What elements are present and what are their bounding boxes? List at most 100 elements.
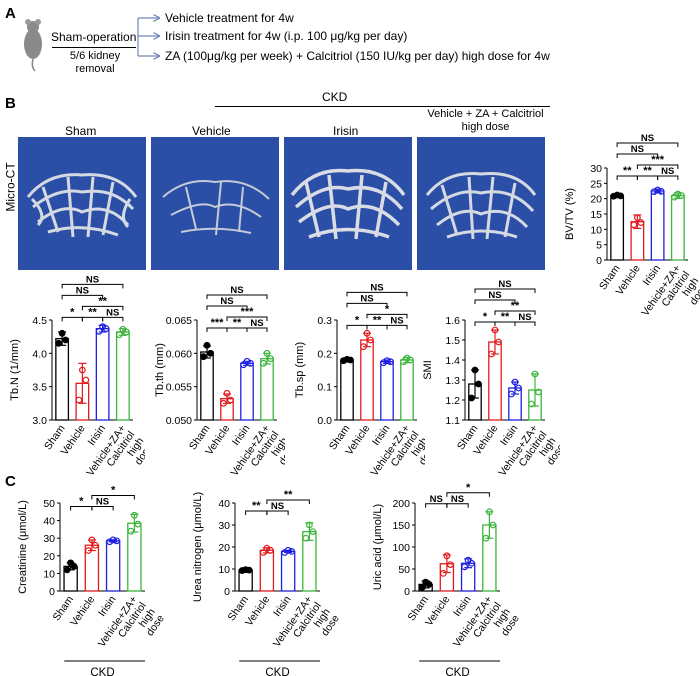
group-label: CKD (265, 667, 289, 676)
data-point (134, 520, 142, 528)
data-point (63, 566, 71, 574)
sig-bracket (657, 175, 679, 180)
y-axis-label: BV/TV (%) (564, 188, 576, 240)
sig-label: ** (233, 317, 242, 329)
sig-label: NS (518, 312, 531, 323)
chart-tbn: 3.03.54.04.5Tb.N (1/mm)ShamVehicleIrisin… (9, 275, 145, 478)
data-point (387, 358, 394, 366)
sig-label: NS (250, 318, 263, 329)
bar-vehicle (259, 549, 275, 592)
data-point (305, 521, 313, 529)
y-tick-label: 50 (43, 498, 55, 510)
data-point (360, 343, 367, 351)
y-tick-label: 50 (398, 564, 410, 576)
y-axis-label: Tb.sp (mm) (294, 342, 306, 398)
data-point (425, 580, 433, 588)
y-tick-label: 10 (590, 224, 602, 236)
sig-bracket (616, 142, 679, 147)
microct-image-vehicle (151, 137, 279, 270)
y-tick-label: 3.0 (32, 415, 47, 427)
data-point (70, 562, 78, 570)
sig-bracket (266, 499, 310, 504)
data-point (535, 388, 542, 396)
data-point (403, 354, 411, 362)
y-tick-label: 1.6 (445, 315, 460, 327)
sig-label: *** (211, 317, 225, 329)
y-axis-label: Uric acid (μmol/L) (372, 504, 384, 590)
y-tick-label: 1.2 (445, 395, 460, 407)
data-point (109, 536, 117, 544)
sig-label: *** (241, 306, 255, 318)
y-tick-label: 5 (596, 240, 602, 252)
data-point (528, 400, 535, 408)
data-point (482, 534, 490, 542)
arrow-combo-label: ZA (100μg/kg per week) + Calcitriol (150… (165, 49, 550, 63)
y-tick-label: 0 (49, 586, 55, 598)
sig-bracket (616, 153, 659, 158)
data-point (55, 339, 63, 347)
bar-irisin (95, 328, 110, 421)
sig-label: ** (501, 311, 510, 323)
y-axis-label: SMI (422, 360, 434, 380)
data-point (78, 366, 86, 374)
bar-sham (340, 359, 354, 421)
data-point (113, 537, 121, 545)
sig-label: ** (88, 306, 97, 318)
data-point (130, 511, 138, 519)
sig-bracket (61, 294, 104, 300)
panel-b-letter: B (5, 95, 16, 112)
image-title-vehicle: Vehicle (192, 124, 231, 138)
y-tick-label: 0.1 (317, 382, 332, 394)
y-tick-label: 3.5 (32, 382, 47, 394)
data-point (380, 359, 387, 367)
data-point (654, 186, 662, 194)
data-point (102, 325, 110, 333)
y-tick-label: 20 (218, 542, 230, 554)
y-axis-label: Creatinine (μmol/L) (17, 500, 29, 594)
data-point (284, 546, 292, 554)
data-point (443, 552, 451, 560)
data-point (247, 359, 254, 367)
treatment-arrows (137, 8, 165, 64)
data-point (75, 396, 83, 404)
sig-label: NS (230, 285, 243, 296)
sig-label: NS (641, 133, 654, 144)
data-point (122, 328, 130, 336)
data-point (347, 356, 354, 364)
data-point (485, 508, 493, 516)
chart-tbsp: 0.00.10.20.3Tb.sp (mm)ShamVehicleIrisinV… (294, 282, 425, 478)
y-tick-label: 0.3 (317, 315, 332, 327)
sig-bracket (246, 327, 268, 332)
data-point (511, 378, 519, 386)
data-point (367, 336, 374, 344)
sig-label: * (79, 495, 84, 507)
data-point (127, 527, 135, 535)
sig-bracket (514, 321, 536, 326)
sig-label: * (466, 482, 471, 494)
data-point (515, 384, 522, 392)
data-point (468, 394, 475, 402)
kidney-removal-label: 5/6 kidney removal (69, 50, 121, 75)
data-point (240, 361, 247, 369)
sig-bracket (346, 302, 388, 308)
bar-sham (610, 194, 625, 261)
data-point (637, 219, 645, 226)
data-point (106, 538, 114, 546)
sig-label: NS (96, 496, 109, 507)
sig-bracket (61, 283, 124, 289)
sig-bracket (446, 492, 490, 497)
bar-vehicle (360, 339, 374, 421)
sham-operation-label: Sham-operation (51, 30, 137, 44)
sig-label: * (385, 303, 390, 315)
y-axis-label: Tb.th (mm) (154, 343, 166, 397)
data-point (263, 349, 271, 357)
y-tick-label: 1.1 (445, 415, 460, 427)
y-tick-label: 4.5 (32, 315, 47, 327)
bone-texture-sham (26, 173, 138, 238)
bar-irisin (280, 550, 296, 592)
y-tick-label: 100 (392, 542, 410, 554)
image-title-sham: Sham (65, 124, 97, 138)
sig-label: NS (430, 494, 443, 505)
y-tick-label: 40 (43, 516, 55, 528)
